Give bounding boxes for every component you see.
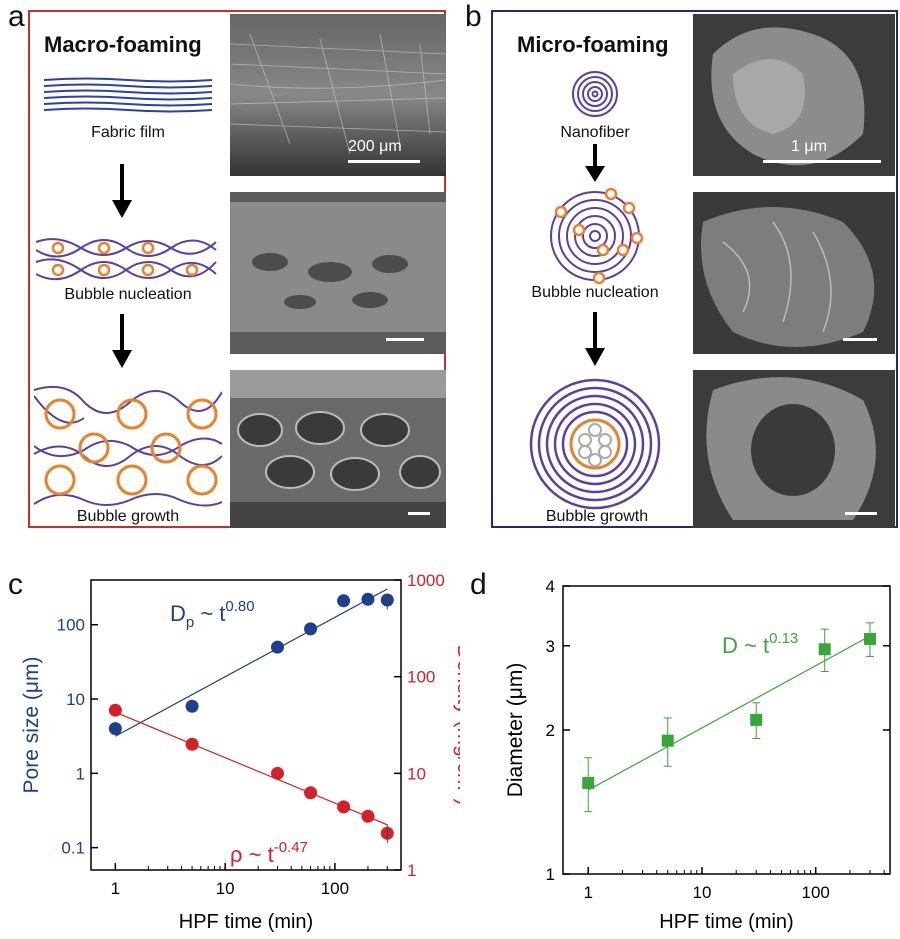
scale-bar <box>348 160 420 163</box>
density-point <box>108 703 122 717</box>
macro-foaming-title: Macro-foaming <box>44 32 202 57</box>
pore-size-fit-label: Dp ~ t0.80 <box>170 598 255 631</box>
y-left-tick-label: 1 <box>76 764 85 783</box>
scale-bar <box>408 512 430 515</box>
panel-label-d: d <box>470 568 487 601</box>
bubble-nucleation-diagram <box>36 238 217 281</box>
bubble-nucleation-diagram-b <box>550 187 644 285</box>
y-left-tick-label: 100 <box>57 616 85 635</box>
bubble-growth-caption-b: Bubble growth <box>545 508 649 525</box>
diameter-fit-label: D ~ t0.13 <box>722 630 798 658</box>
y-right-tick-label: 1 <box>407 861 416 880</box>
density-point <box>271 766 285 780</box>
bubble-growth-diagram-b <box>529 378 661 510</box>
pore-size-point <box>361 592 375 606</box>
x-tick-label: 100 <box>802 883 830 902</box>
x-axis-label: HPF time (min) <box>179 911 313 933</box>
arrow-down-icon <box>112 314 132 368</box>
x-axis-label: HPF time (min) <box>659 911 793 933</box>
x-tick-label: 100 <box>321 879 349 898</box>
y-right-tick-label: 10 <box>407 764 426 783</box>
y-left-tick-label: 0.1 <box>61 839 85 858</box>
panel-label-a: a <box>8 0 25 33</box>
scale-label-200um: 200 μm <box>348 138 402 155</box>
y-axis-label: Diameter (μm) <box>504 663 527 798</box>
y-right-axis-label: Density (mg/cm3) <box>453 645 460 806</box>
diameter-point <box>818 643 831 656</box>
arrow-down-icon <box>112 164 132 218</box>
micro-foaming-title: Micro-foaming <box>517 32 669 57</box>
fabric-film-diagram <box>44 77 212 113</box>
panel-label-b: b <box>465 0 482 33</box>
arrow-down-icon <box>585 312 605 366</box>
bubble-nucleation-caption-b: Bubble nucleation <box>531 284 659 301</box>
panel-label-c: c <box>8 568 23 601</box>
bubble-nucleation-caption-a: Bubble nucleation <box>64 286 192 303</box>
plot-frame <box>562 585 891 875</box>
diameter-point <box>863 632 876 645</box>
sem-image-fabric-film: 200 μm <box>230 14 446 176</box>
y-right-tick-label: 100 <box>407 668 435 687</box>
x-tick-label: 10 <box>693 883 712 902</box>
sem-image-bubble-growth-b <box>693 370 895 528</box>
density-point <box>361 809 375 823</box>
y-tick-label: 1 <box>546 865 555 884</box>
pore-size-point <box>271 640 285 654</box>
scale-bar <box>845 512 877 515</box>
pore-size-point <box>185 699 199 713</box>
micro-foaming-panel: Micro-foaming Nanofiber Bubble nucleatio… <box>491 10 898 528</box>
fabric-film-caption: Fabric film <box>91 124 165 141</box>
sem-image-bubble-nucleation-a <box>230 192 446 354</box>
pore-size-point <box>304 622 318 636</box>
bubble-growth-diagram <box>34 386 222 507</box>
y-right-tick-label: 1000 <box>407 571 445 590</box>
density-point <box>337 800 351 814</box>
y-tick-label: 4 <box>546 577 555 596</box>
arrow-down-icon <box>585 144 605 182</box>
x-tick-label: 1 <box>583 883 592 902</box>
diameter-point <box>750 713 763 726</box>
pore-size-point <box>108 722 122 736</box>
scale-label-1um: 1 μm <box>791 138 827 155</box>
x-tick-label: 1 <box>111 879 120 898</box>
density-point <box>185 737 199 751</box>
density-fit-label: ρ ~ t-0.47 <box>230 839 308 867</box>
scale-bar <box>843 338 877 341</box>
scale-bar <box>386 338 424 341</box>
diameter-point <box>661 734 674 747</box>
macro-foaming-panel: Macro-foaming Fabric film Bubble nucleat… <box>28 10 446 528</box>
bubble-growth-caption-a: Bubble growth <box>76 508 180 525</box>
pore-size-fit-line <box>115 588 388 737</box>
y-left-axis-label: Pore size (μm) <box>20 657 43 794</box>
plot-frame <box>90 579 402 871</box>
x-tick-label: 10 <box>216 879 235 898</box>
sem-image-bubble-nucleation-b <box>693 192 895 354</box>
y-tick-label: 3 <box>546 637 555 656</box>
scale-bar <box>763 160 881 163</box>
nanofiber-caption: Nanofiber <box>560 124 630 141</box>
nanofiber-diagram <box>572 71 618 117</box>
sem-image-nanofiber: 1 μm <box>693 14 895 176</box>
y-left-tick-label: 10 <box>66 690 85 709</box>
chart-pore-size-density: 1 10 100 0.1 1 10 100 1 10 100 1000 HPF time (min) P… <box>20 571 460 933</box>
density-point <box>304 786 318 800</box>
diameter-point <box>582 776 595 789</box>
diameter-fit-line <box>587 635 871 791</box>
sem-image-bubble-growth-a <box>230 370 446 528</box>
pore-size-point <box>337 594 351 608</box>
chart-diameter: 1 10 100 1 2 3 4 HPF time (min) Diameter (μm) D ~… <box>504 577 891 933</box>
y-tick-label: 2 <box>546 721 555 740</box>
